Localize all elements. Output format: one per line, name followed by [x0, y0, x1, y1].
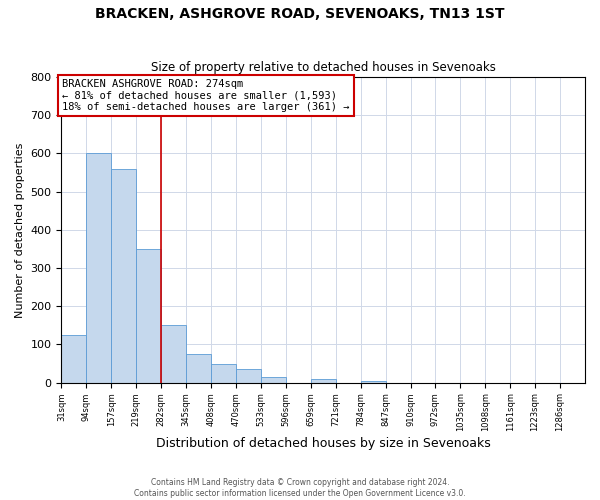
Bar	[186, 354, 211, 382]
Y-axis label: Number of detached properties: Number of detached properties	[15, 142, 25, 318]
Bar	[61, 335, 86, 382]
Bar	[211, 364, 236, 382]
Bar	[311, 379, 336, 382]
Text: Contains HM Land Registry data © Crown copyright and database right 2024.
Contai: Contains HM Land Registry data © Crown c…	[134, 478, 466, 498]
X-axis label: Distribution of detached houses by size in Sevenoaks: Distribution of detached houses by size …	[156, 437, 491, 450]
Bar	[361, 380, 386, 382]
Bar	[161, 326, 186, 382]
Bar	[136, 249, 161, 382]
Text: BRACKEN, ASHGROVE ROAD, SEVENOAKS, TN13 1ST: BRACKEN, ASHGROVE ROAD, SEVENOAKS, TN13 …	[95, 8, 505, 22]
Bar	[112, 168, 136, 382]
Bar	[86, 154, 112, 382]
Title: Size of property relative to detached houses in Sevenoaks: Size of property relative to detached ho…	[151, 62, 496, 74]
Bar	[261, 377, 286, 382]
Text: BRACKEN ASHGROVE ROAD: 274sqm
← 81% of detached houses are smaller (1,593)
18% o: BRACKEN ASHGROVE ROAD: 274sqm ← 81% of d…	[62, 79, 350, 112]
Bar	[236, 369, 261, 382]
